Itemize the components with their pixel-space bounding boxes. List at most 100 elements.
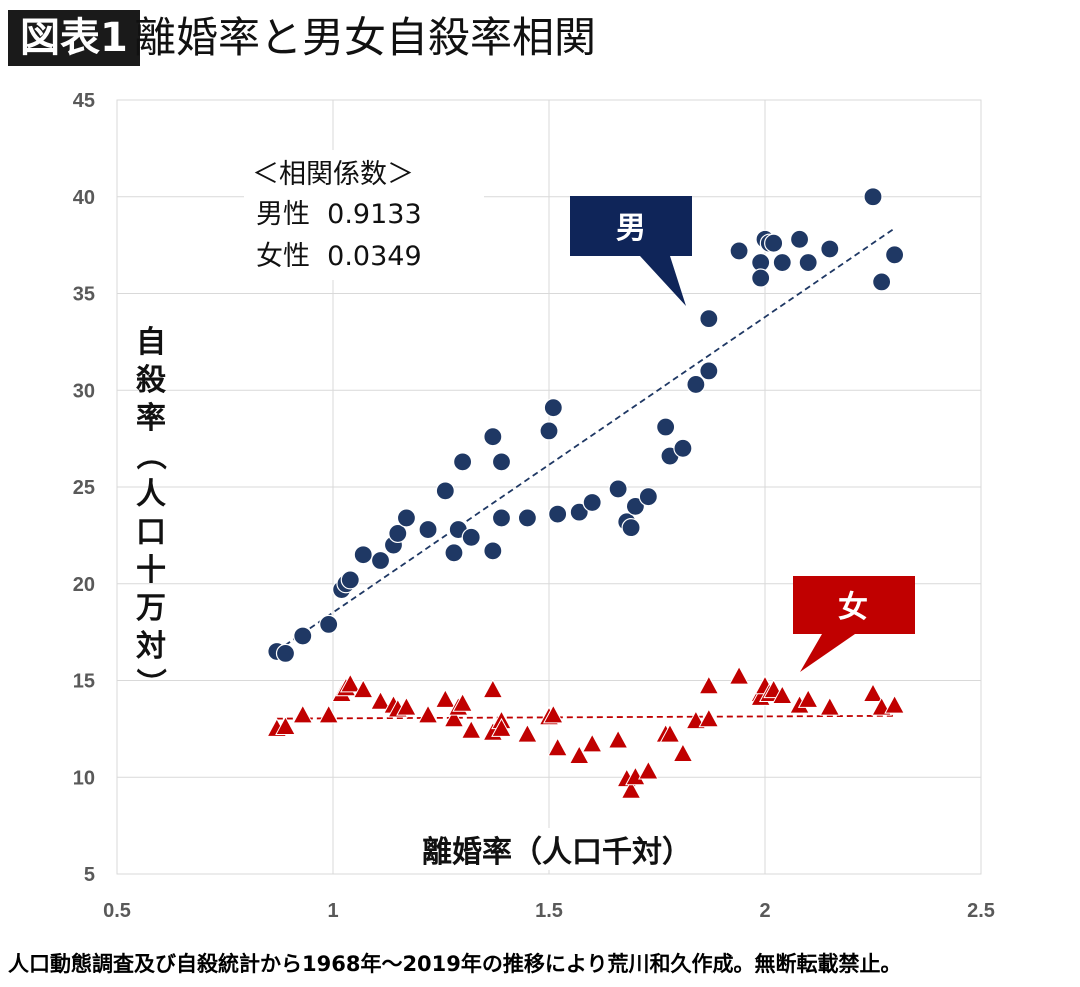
x-axis-ticks: 0.5 1 1.5 2 2.5 bbox=[103, 900, 995, 922]
male-data-point bbox=[340, 570, 360, 590]
y-axis-ticks: 5 10 15 20 25 30 35 40 45 bbox=[73, 90, 95, 886]
female-data-point bbox=[452, 692, 473, 712]
figure-source-note: 人口動態調査及び自殺統計から1968年〜2019年の推移により荒川和久作成。無断… bbox=[8, 952, 902, 976]
male-data-point bbox=[625, 496, 646, 516]
female-data-point bbox=[698, 675, 720, 695]
female-data-point bbox=[638, 760, 659, 780]
male-data-point bbox=[569, 502, 589, 522]
female-data-point bbox=[396, 696, 417, 716]
y-tick-label: 45 bbox=[73, 90, 95, 112]
female-data-point bbox=[443, 708, 465, 728]
male-callout: 男 bbox=[570, 196, 692, 306]
male-data-point bbox=[638, 487, 658, 507]
y-axis-label-char: （ bbox=[132, 440, 167, 470]
male-data-point bbox=[582, 492, 602, 513]
figure-number-badge: 図表1 bbox=[8, 10, 140, 66]
male-data-point bbox=[483, 541, 503, 561]
figure-title: 離婚率と男女自殺率相関 bbox=[134, 13, 597, 62]
male-data-point bbox=[820, 239, 840, 259]
female-data-point bbox=[568, 744, 590, 764]
male-data-point bbox=[388, 523, 408, 544]
female-data-point bbox=[728, 665, 750, 685]
correlation-box: ＜相関係数＞ 男性 0.9133 女性 0.0349 bbox=[244, 150, 484, 280]
x-tick-label: 1.5 bbox=[535, 900, 563, 922]
x-tick-label: 1 bbox=[327, 900, 338, 922]
y-tick-label: 20 bbox=[73, 574, 95, 596]
x-tick-label: 2 bbox=[759, 900, 770, 922]
y-tick-label: 10 bbox=[73, 767, 95, 789]
male-data-point bbox=[275, 643, 296, 664]
male-data-point bbox=[353, 545, 373, 565]
male-callout-label: 男 bbox=[616, 211, 646, 246]
x-axis-label-group: 離婚率（人口千対） bbox=[410, 828, 700, 870]
female-data-point bbox=[482, 679, 504, 699]
y-axis-label-char: 率 bbox=[136, 401, 166, 436]
female-data-point bbox=[698, 708, 720, 728]
male-data-point bbox=[539, 421, 559, 441]
male-data-point bbox=[491, 508, 512, 528]
female-data-point bbox=[491, 717, 512, 737]
correlation-heading: ＜相関係数＞ bbox=[252, 159, 414, 190]
male-data-point bbox=[621, 518, 641, 538]
male-data-point bbox=[863, 187, 883, 207]
correlation-male: 男性 0.9133 bbox=[256, 199, 422, 230]
x-tick-label: 2.5 bbox=[967, 900, 995, 922]
male-data-point bbox=[673, 438, 693, 458]
female-data-point bbox=[607, 729, 629, 749]
male-data-point bbox=[751, 268, 771, 288]
male-data-point bbox=[483, 427, 503, 447]
male-data-point bbox=[699, 361, 719, 381]
male-data-point bbox=[543, 398, 563, 418]
trendlines bbox=[276, 227, 896, 720]
male-data-point bbox=[656, 417, 676, 437]
female-data-point bbox=[862, 682, 884, 703]
female-data-point bbox=[434, 688, 456, 708]
male-data-point bbox=[491, 452, 512, 472]
y-axis-label-char: 人 bbox=[136, 477, 166, 512]
x-axis-label: 離婚率（人口千対） bbox=[422, 835, 692, 870]
y-tick-label: 5 bbox=[84, 864, 95, 886]
trendline-male bbox=[276, 227, 896, 652]
male-data-point bbox=[461, 527, 481, 547]
female-data-point bbox=[771, 684, 793, 704]
male-data-point bbox=[453, 452, 473, 472]
correlation-box-background bbox=[244, 150, 484, 280]
male-callout-shape bbox=[570, 196, 692, 306]
female-data-point bbox=[819, 696, 841, 716]
male-data-point bbox=[798, 252, 818, 273]
female-data-point bbox=[547, 737, 568, 757]
male-data-point bbox=[418, 519, 438, 540]
male-data-point bbox=[764, 233, 784, 253]
male-data-point bbox=[396, 508, 417, 528]
male-data-point bbox=[293, 626, 313, 646]
gridlines bbox=[116, 99, 982, 875]
x-axis-label-background bbox=[410, 828, 700, 870]
female-data-point bbox=[292, 704, 314, 724]
x-tick-label: 0.5 bbox=[103, 900, 131, 922]
female-callout-label: 女 bbox=[838, 590, 868, 625]
female-data-point bbox=[417, 704, 439, 724]
male-data-point bbox=[699, 309, 719, 329]
female-data-point bbox=[275, 715, 296, 735]
male-data-point bbox=[444, 543, 464, 563]
female-callout-shape bbox=[793, 576, 915, 672]
y-tick-label: 25 bbox=[73, 477, 95, 499]
y-axis-label-char: ） bbox=[132, 668, 167, 698]
female-data-point bbox=[659, 723, 681, 743]
y-tick-label: 30 bbox=[73, 380, 95, 402]
male-data-point bbox=[608, 479, 628, 499]
female-data-point bbox=[318, 704, 340, 724]
female-data-point bbox=[352, 679, 374, 699]
male-data-point bbox=[548, 504, 568, 524]
female-data-point bbox=[517, 723, 538, 743]
male-data-point bbox=[435, 481, 455, 501]
figure-header: 図表1 離婚率と男女自殺率相関 bbox=[0, 0, 1080, 80]
y-axis-label-char: 殺 bbox=[136, 363, 167, 398]
male-data-point bbox=[517, 508, 538, 528]
y-axis-label-char: 口 bbox=[136, 515, 166, 550]
y-axis-label-char: 対 bbox=[136, 629, 166, 664]
male-data-point bbox=[686, 374, 706, 395]
y-axis-label-char: 万 bbox=[136, 591, 166, 626]
male-data-point bbox=[370, 550, 391, 571]
